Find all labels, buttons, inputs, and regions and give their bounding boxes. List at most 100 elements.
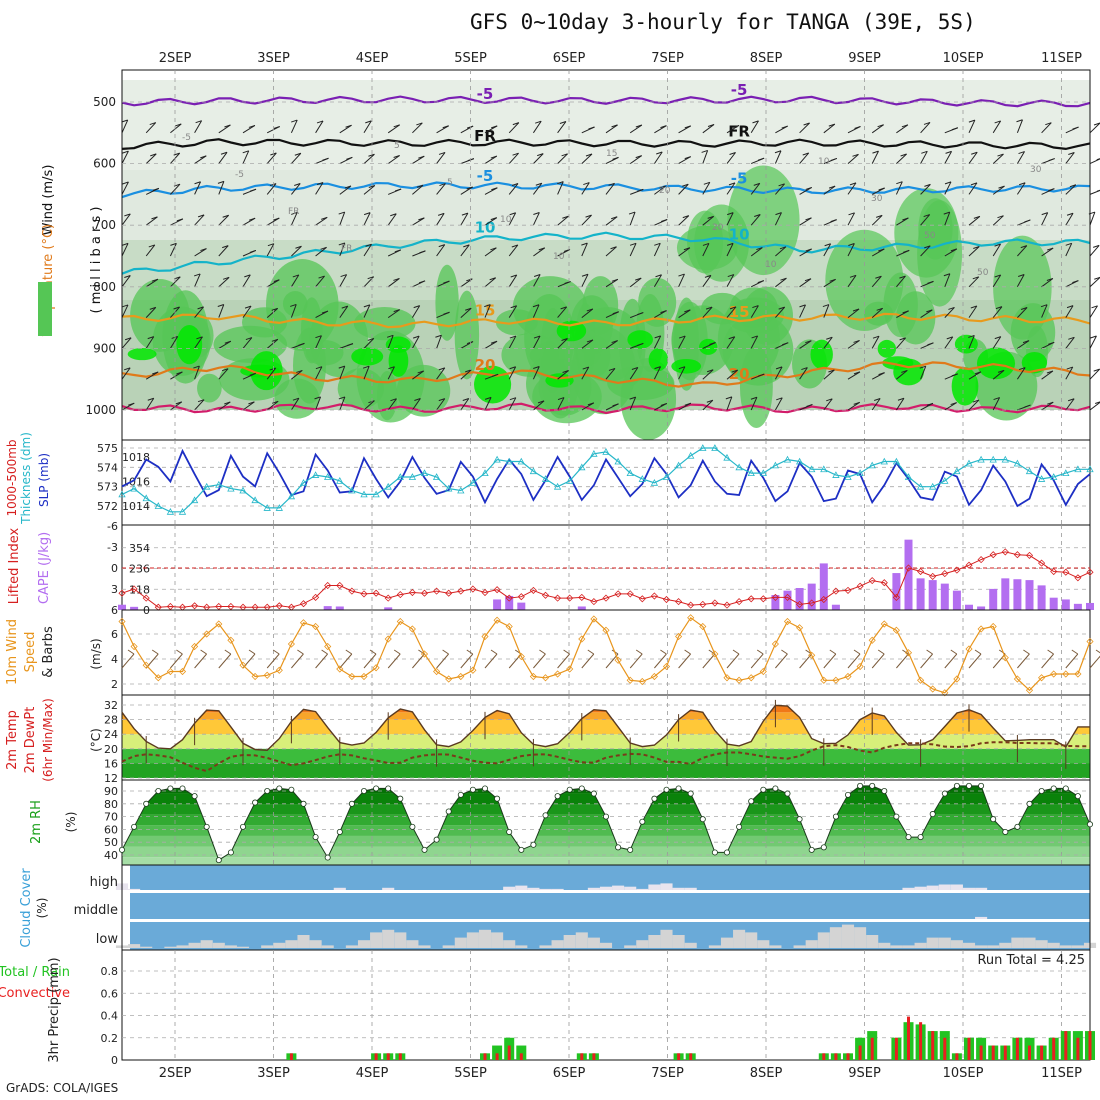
lifted-index-marker	[735, 598, 743, 606]
wind-barb-flag	[799, 304, 806, 308]
cloud-cover-bar-low	[345, 945, 358, 948]
wind-barb	[1065, 243, 1073, 257]
wind-barb-flag	[872, 150, 879, 154]
thickness-marker	[856, 469, 864, 477]
wind-barb-flag	[849, 274, 857, 278]
cape-bar	[384, 607, 393, 610]
lifted-index-marker	[783, 593, 792, 601]
thickness-tick: 575	[97, 442, 118, 455]
rh-marker	[687, 790, 694, 797]
rh-saturated-blob	[250, 351, 283, 391]
wind-barb-flag	[1048, 158, 1055, 162]
wind-speed-marker	[723, 674, 731, 682]
wind-barb-flag	[753, 182, 760, 186]
surface-wind-barb	[508, 653, 522, 669]
wind-barb-flag	[173, 152, 180, 156]
wind-barb-flag	[443, 280, 450, 284]
cape-bar	[989, 588, 998, 610]
wind-barb-flag	[414, 398, 421, 401]
wind-barb-flag	[269, 367, 276, 371]
wind-barb-flag	[419, 250, 426, 254]
rh-contour-label: 50	[977, 268, 989, 278]
temperature-tick: 28	[104, 714, 118, 727]
isotherm-label: 20	[475, 356, 496, 374]
rh-marker	[518, 846, 525, 853]
wind-barb-flag	[147, 397, 154, 401]
wind-barb-flag	[466, 125, 474, 129]
wind-barb	[920, 151, 928, 164]
wind-barb-flag	[242, 150, 249, 154]
wind-barb	[750, 247, 763, 257]
wind-barb-flag	[1094, 401, 1100, 405]
lifted-index-marker	[880, 579, 888, 587]
wind-barb-flag	[338, 211, 345, 215]
wind-barb-flag	[635, 277, 642, 281]
wind-barb-flag	[1020, 245, 1027, 249]
thickness-marker	[965, 459, 973, 467]
rh-humid-blob	[570, 295, 613, 355]
cloud-cover-bar-low	[454, 937, 467, 948]
wind-10m-frame	[121, 609, 1091, 696]
wind-speed-line	[121, 616, 1091, 694]
rh-marker	[131, 823, 138, 830]
wind-barb-flag	[1020, 307, 1028, 310]
run-total-label: Run Total = 4.25	[977, 953, 1085, 968]
isotherm-label: -5	[477, 167, 494, 185]
wind-barb	[968, 182, 978, 195]
precip-tick: 0.8	[101, 965, 119, 978]
wind-barb	[460, 186, 473, 195]
cloud-cover-bar-high	[551, 888, 564, 890]
wind-barb	[412, 370, 424, 380]
wind-speed-marker	[142, 661, 150, 669]
wind-barb-flag	[682, 183, 689, 187]
wind-barb	[145, 153, 157, 164]
wind-barb	[799, 122, 810, 134]
wind-barb	[654, 185, 666, 195]
wind-barb	[992, 397, 1001, 411]
wind-speed-marker	[287, 640, 295, 648]
date-tick-top: 9SEP	[848, 51, 881, 66]
lifted-index-marker	[541, 591, 550, 599]
lifted-index-marker	[408, 588, 416, 597]
surface-wind-barb-flag	[127, 649, 135, 655]
rh-marker	[481, 785, 488, 792]
wind-barb-flag	[782, 342, 789, 346]
wind-barb	[266, 367, 277, 380]
wind-barb-flag	[197, 214, 205, 218]
wind-barb	[218, 304, 225, 318]
wind-barb-flag	[176, 371, 183, 375]
surface-wind-barb	[581, 653, 595, 669]
wind-speed-marker	[965, 645, 973, 653]
cloud-cover-bar-high	[503, 886, 516, 890]
rh-marker	[119, 846, 126, 853]
wind-barb	[387, 309, 400, 319]
wind-barb	[629, 367, 639, 380]
wind-barb	[702, 124, 715, 134]
isotherm-20	[121, 361, 1091, 388]
cloud-cover-bar-low	[418, 945, 431, 948]
rh-fill-band	[122, 825, 1090, 836]
temp-cold-band	[122, 763, 1090, 778]
wind-barb-flag	[611, 124, 618, 128]
precip-convective-bar	[507, 1045, 511, 1060]
rh-marker	[191, 793, 198, 800]
wind-barb	[750, 397, 758, 411]
wind-barb-flag	[537, 400, 545, 404]
lifted-index-tick: 0	[111, 562, 118, 575]
cloud-cover-bar-low	[140, 946, 153, 948]
wind-barb-flag	[296, 369, 303, 373]
wind-speed-marker	[312, 622, 320, 631]
surface-wind-barb	[750, 653, 764, 669]
wind-barb-flag	[732, 124, 740, 128]
wind-barb-flag	[679, 335, 686, 339]
wind-barb-flag	[581, 242, 588, 246]
wind-barb	[992, 306, 1003, 318]
cape-bar	[1025, 580, 1034, 610]
wind-barb-flag	[900, 153, 907, 157]
wind-speed-marker	[118, 617, 126, 626]
cape-bar	[892, 573, 901, 610]
rh-saturated-blob	[351, 347, 384, 366]
lifted-index-marker	[808, 599, 816, 607]
wind-barb	[920, 214, 931, 226]
cloud-cover-bar-high	[527, 887, 540, 890]
